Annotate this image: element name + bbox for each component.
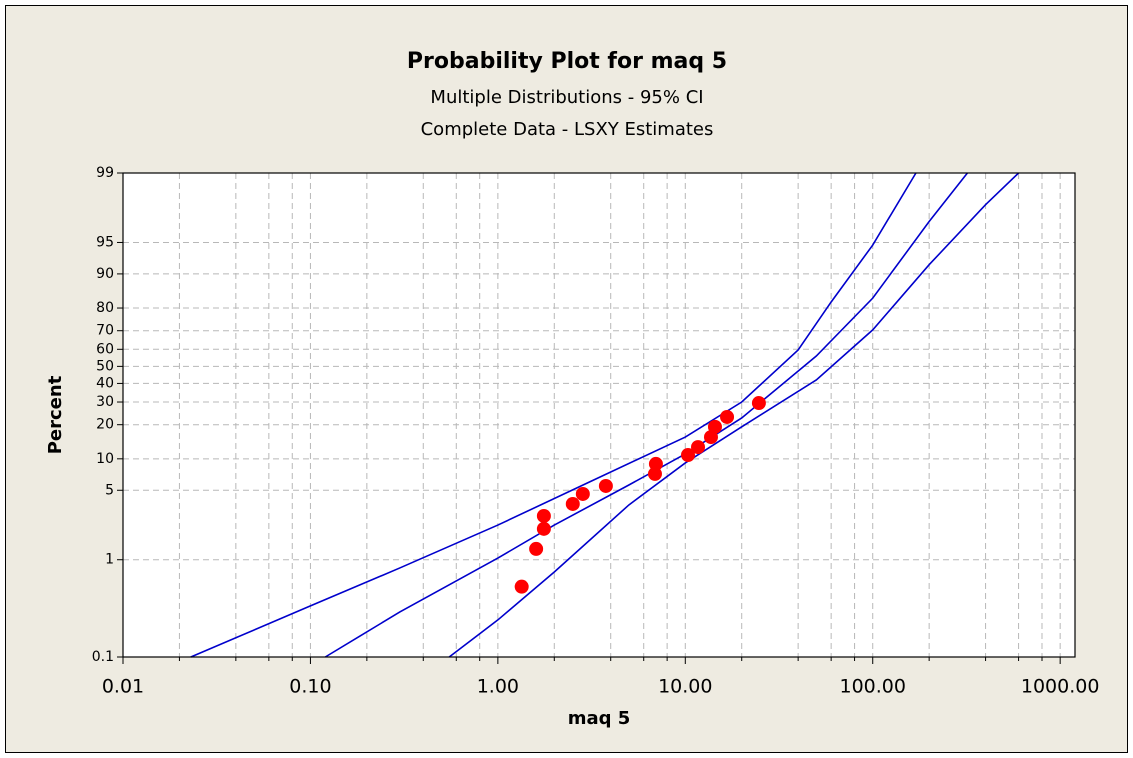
chart-subtitle: Complete Data - LSXY Estimates: [421, 119, 714, 140]
y-tick-label: 70: [96, 323, 114, 339]
plot-area: [123, 173, 1075, 657]
fit-line: [190, 172, 917, 658]
data-point: [536, 521, 551, 536]
y-tick-label: 50: [96, 358, 114, 374]
x-tick-label: 10.00: [658, 676, 712, 698]
data-point: [536, 508, 551, 523]
data-point: [707, 419, 722, 434]
y-tick-label: 40: [96, 375, 114, 391]
data-point: [681, 447, 696, 462]
data-point: [529, 541, 544, 556]
data-point: [598, 478, 613, 493]
data-point: [691, 440, 706, 455]
y-tick-label: 20: [96, 417, 114, 433]
y-axis-label: Percent: [45, 375, 66, 454]
y-tick-label: 5: [105, 482, 114, 498]
y-tick-label: 99: [96, 165, 114, 181]
y-tick-label: 10: [96, 451, 114, 467]
x-tick-label: 1.00: [477, 676, 519, 698]
data-point: [751, 396, 766, 411]
x-tick-label: 0.10: [289, 676, 331, 698]
y-tick-label: 95: [96, 234, 114, 250]
data-point: [720, 409, 735, 424]
data-point: [648, 456, 663, 471]
data-point: [565, 496, 580, 511]
x-axis-label: maq 5: [568, 708, 631, 729]
y-tick-label: 60: [96, 341, 114, 357]
data-point: [514, 579, 529, 594]
y-tick-label: 90: [96, 266, 114, 282]
plot-frame: [122, 172, 1076, 658]
x-tick-label: 100.00: [839, 676, 905, 698]
y-tick-label: 0.1: [92, 649, 114, 665]
chart-title: Probability Plot for maq 5: [407, 49, 727, 74]
fit-line: [448, 172, 1020, 658]
data-point: [575, 486, 590, 501]
x-tick-label: 0.01: [102, 676, 144, 698]
y-tick-label: 80: [96, 300, 114, 316]
y-tick-label: 30: [96, 394, 114, 410]
y-tick-label: 1: [105, 552, 114, 568]
x-tick-label: 1000.00: [1021, 676, 1100, 698]
chart-subtitle: Multiple Distributions - 95% CI: [430, 87, 703, 108]
